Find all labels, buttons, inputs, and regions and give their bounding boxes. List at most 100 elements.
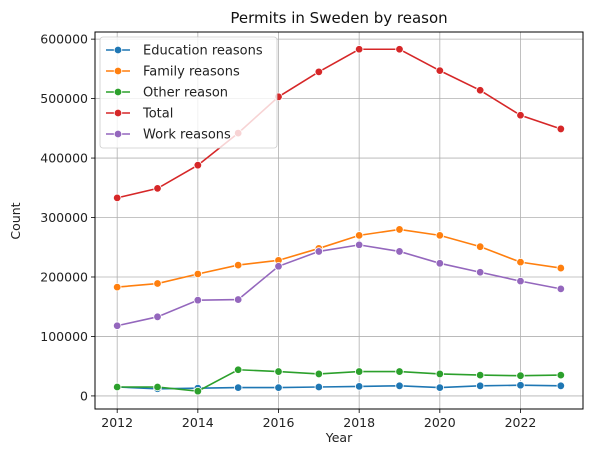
series-work-reasons (112, 240, 566, 330)
data-point (193, 386, 203, 396)
data-point (354, 240, 364, 250)
data-point (475, 370, 485, 380)
x-tick-label: 2012 (101, 415, 133, 430)
data-point (395, 367, 404, 376)
series-line (116, 48, 562, 199)
data-point (395, 247, 404, 256)
data-point (314, 247, 324, 256)
legend-swatch-marker (113, 108, 123, 118)
data-point (354, 367, 364, 376)
data-point (475, 86, 485, 95)
data-point (233, 260, 243, 270)
y-tick-label: 100000 (40, 329, 88, 344)
data-point (556, 370, 566, 380)
data-point (435, 383, 445, 392)
series-line (117, 368, 561, 392)
legend-label: Work reasons (143, 128, 231, 143)
data-point (354, 382, 364, 391)
data-point (475, 268, 485, 277)
data-point (354, 45, 364, 54)
data-point (556, 381, 566, 391)
series-total (112, 45, 566, 203)
data-point (153, 382, 162, 392)
data-point (395, 381, 404, 391)
legend-label: Education reasons (143, 44, 263, 59)
data-point (435, 369, 445, 379)
data-point (435, 259, 445, 268)
data-point (516, 276, 525, 286)
data-point (314, 67, 324, 77)
series-line (117, 244, 561, 327)
data-point (516, 381, 525, 390)
data-point (556, 124, 566, 134)
data-point (314, 369, 324, 379)
data-point (516, 111, 525, 120)
data-point (193, 295, 203, 305)
data-point (112, 282, 122, 292)
data-point (516, 257, 525, 267)
legend-item: Family reasons (106, 65, 240, 80)
data-point (556, 263, 566, 273)
legend-label: Other reason (143, 86, 228, 101)
x-tick-label: 2022 (505, 415, 537, 430)
data-point (395, 45, 404, 54)
series-education-reasons (112, 381, 566, 393)
x-axis-label: Year (325, 430, 353, 445)
x-tick-label: 2016 (263, 415, 295, 430)
x-tick-label: 2020 (424, 415, 456, 430)
legend-item: Education reasons (106, 44, 263, 59)
legend-swatch-marker (113, 66, 123, 76)
data-point (274, 367, 283, 376)
y-tick-label: 600000 (40, 32, 88, 47)
legend-box (99, 36, 278, 149)
legend-item: Other reason (106, 86, 228, 101)
y-tick-label: 500000 (40, 91, 88, 106)
legend-swatch-marker (113, 129, 123, 139)
axis-ticks: 2012 2014 2016 2018 2020 2022 0 100000 200000 300… (40, 32, 536, 430)
data-point (153, 184, 162, 193)
data-point (395, 225, 404, 234)
series-lines (112, 45, 566, 396)
data-point (112, 321, 122, 330)
data-point (556, 284, 566, 294)
series-line (117, 228, 561, 288)
data-point (193, 269, 203, 279)
x-tick-label: 2014 (182, 415, 214, 430)
legend-swatch-marker (113, 45, 123, 55)
legend-item: Work reasons (106, 128, 231, 143)
data-point (435, 231, 445, 240)
data-point (233, 295, 243, 304)
data-point (112, 382, 122, 392)
plot-frame (94, 31, 584, 410)
series-family-reasons (112, 225, 566, 292)
legend-label: Total (142, 107, 173, 122)
data-point (233, 365, 243, 374)
data-point (274, 262, 283, 271)
data-point (274, 383, 283, 392)
data-point (435, 66, 445, 75)
y-tick-label: 300000 (40, 210, 88, 225)
data-point (112, 193, 122, 203)
x-tick-label: 2018 (343, 415, 375, 430)
y-tick-label: 400000 (40, 151, 88, 166)
series-other-reason (112, 365, 566, 396)
chart-title: Permits in Sweden by reason (230, 9, 447, 27)
legend: Education reasons Family reasons Other rea… (99, 36, 278, 149)
legend-item: Total (106, 107, 173, 122)
y-tick-label: 200000 (40, 269, 88, 284)
data-point (516, 371, 525, 380)
data-point (314, 382, 324, 392)
y-axis-label: Count (8, 202, 23, 239)
y-tick-label: 0 (80, 388, 88, 403)
data-point (153, 312, 162, 322)
legend-swatch-marker (113, 87, 123, 97)
data-point (475, 242, 485, 251)
data-point (193, 160, 203, 170)
data-point (233, 383, 243, 392)
legend-label: Family reasons (143, 65, 240, 80)
series-line (117, 384, 561, 390)
data-point (354, 231, 364, 240)
data-point (475, 381, 485, 391)
data-point (153, 279, 162, 288)
